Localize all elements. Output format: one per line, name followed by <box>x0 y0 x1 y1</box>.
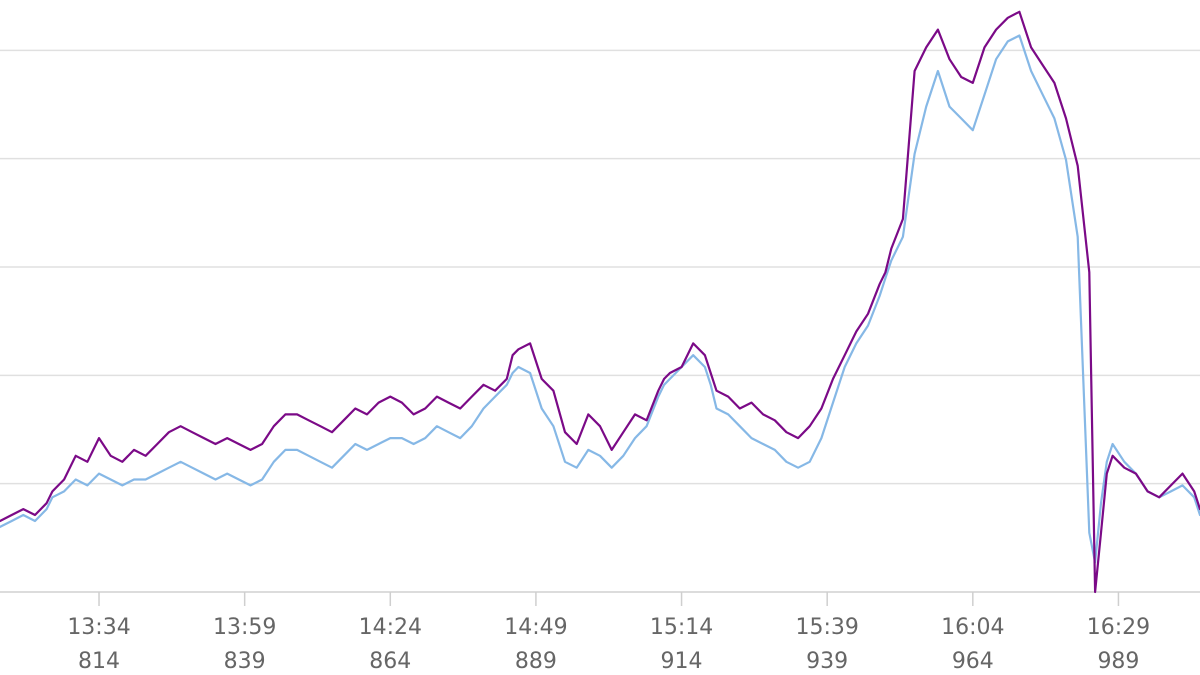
x-tick-label-time: 13:59 <box>213 615 276 640</box>
x-tick-label-time: 15:39 <box>795 615 858 640</box>
x-tick-label-index: 814 <box>78 649 120 674</box>
x-tick-label-time: 16:04 <box>941 615 1004 640</box>
series-lines <box>0 10 1200 594</box>
x-tick-label-time: 14:24 <box>359 615 422 640</box>
x-tick-label-time: 14:49 <box>504 615 567 640</box>
x-tick-label-index: 864 <box>369 649 411 674</box>
x-tick-label-time: 16:29 <box>1087 615 1150 640</box>
x-tick-label-index: 939 <box>806 649 848 674</box>
x-tick-label-index: 889 <box>515 649 557 674</box>
x-tick-label-time: 15:14 <box>650 615 713 640</box>
series-line-1 <box>0 10 1200 594</box>
x-tick-label-index: 839 <box>224 649 266 674</box>
x-tick-label-index: 914 <box>661 649 703 674</box>
grid <box>0 49 1200 593</box>
x-tick-label-time: 13:34 <box>67 615 130 640</box>
x-tick-label-index: 964 <box>952 649 994 674</box>
x-tick-label-index: 989 <box>1097 649 1139 674</box>
x-axis: 13:34 814 13:59 839 14:24 864 14:49 889 15:14 914… <box>67 592 1150 674</box>
series-line-2 <box>0 34 1200 564</box>
